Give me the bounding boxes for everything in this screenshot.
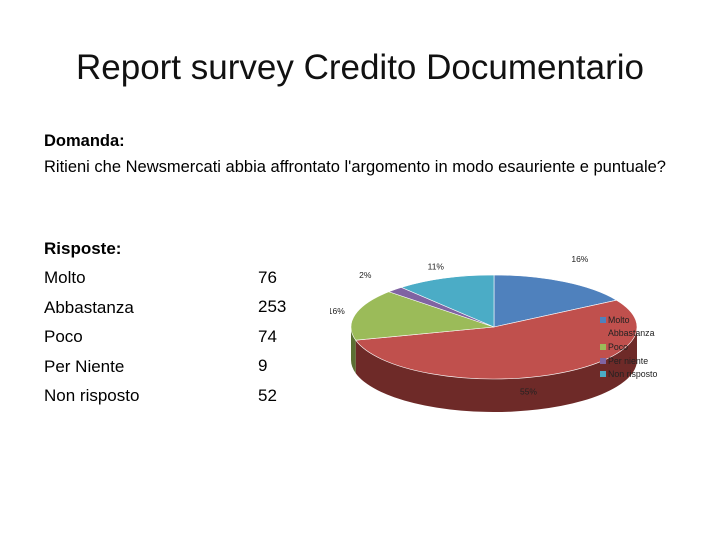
pie-side-abbastanza bbox=[355, 327, 637, 412]
legend-swatch-abbastanza bbox=[600, 330, 606, 337]
pie-slice-non-risposto bbox=[400, 274, 495, 328]
legend-swatch-poco bbox=[600, 343, 606, 350]
data-label-non-risposto: 11% bbox=[428, 261, 445, 271]
answer-label-molto: Molto bbox=[44, 268, 86, 288]
legend-swatch-molto bbox=[600, 316, 606, 323]
legend-item-molto: Molto bbox=[600, 313, 657, 327]
legend-swatch-per-niente bbox=[600, 357, 606, 364]
legend-item-poco: Poco bbox=[600, 340, 657, 354]
answer-label-poco: Poco bbox=[44, 327, 83, 347]
data-label-per-niente: 2% bbox=[359, 270, 372, 280]
answer-label-non-risposto: Non risposto bbox=[44, 386, 140, 406]
pie-chart: 16% 55% 16% 2% 11% bbox=[330, 254, 638, 412]
legend-label-poco: Poco bbox=[608, 341, 629, 352]
legend-item-non-risposto: Non risposto bbox=[600, 367, 657, 381]
answers-heading: Risposte: bbox=[44, 239, 122, 258]
answer-value-poco: 74 bbox=[258, 326, 277, 346]
data-label-molto: 16% bbox=[571, 254, 588, 264]
legend-item-abbastanza: Abbastanza bbox=[600, 327, 657, 341]
question-block: Domanda: Ritieni che Newsmercati abbia a… bbox=[44, 128, 684, 180]
pie-slice-molto bbox=[493, 274, 618, 328]
legend-item-per-niente: Per niente bbox=[600, 354, 657, 368]
answer-value-molto: 76 bbox=[258, 268, 277, 287]
slide-title: Report survey Credito Documentario bbox=[75, 48, 644, 87]
data-label-poco: 16% bbox=[330, 306, 345, 316]
legend-label-per-niente: Per niente bbox=[608, 355, 649, 366]
answer-value-non-risposto: 52 bbox=[258, 385, 277, 405]
pie-slice-abbastanza bbox=[355, 299, 638, 380]
question-text: Ritieni che Newsmercati abbia affrontato… bbox=[44, 158, 666, 176]
data-label-abbastanza: 55% bbox=[520, 387, 537, 397]
answer-label-abbastanza: Abbastanza bbox=[44, 297, 134, 317]
answer-label-per-niente: Per Niente bbox=[44, 356, 125, 376]
answers-values: 76 253 74 9 52 bbox=[258, 263, 286, 410]
chart-legend: Molto Abbastanza Poco Per niente Non rispost… bbox=[600, 313, 657, 381]
answer-value-per-niente: 9 bbox=[258, 356, 268, 376]
legend-label-non-risposto: Non risposto bbox=[608, 369, 658, 380]
legend-label-molto: Molto bbox=[608, 314, 630, 325]
legend-label-abbastanza: Abbastanza bbox=[608, 328, 655, 339]
answers-list: Risposte: Molto Abbastanza Poco Per Nien… bbox=[44, 234, 139, 410]
pie-chart-area: 16% 55% 16% 2% 11% bbox=[330, 252, 660, 412]
answer-value-abbastanza: 253 bbox=[258, 297, 287, 317]
legend-swatch-non-risposto bbox=[600, 371, 606, 378]
question-label: Domanda: bbox=[44, 132, 125, 150]
pie-slice-poco bbox=[350, 291, 495, 341]
